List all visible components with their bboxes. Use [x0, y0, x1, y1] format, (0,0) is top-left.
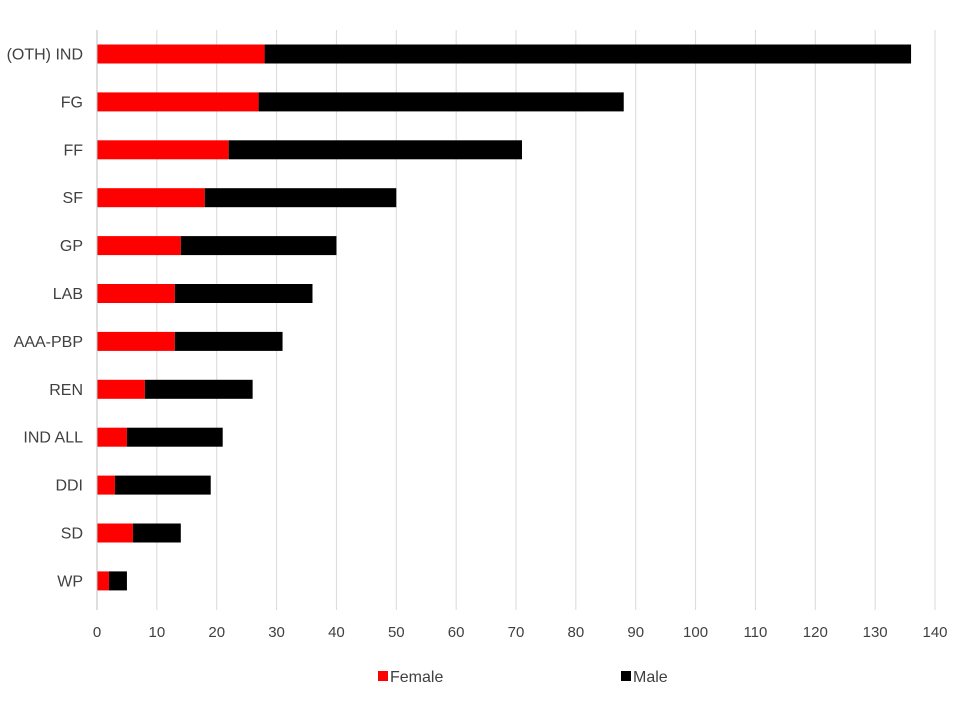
category-label: SF	[63, 190, 84, 207]
bar-female-10	[97, 475, 115, 495]
bar-male-8	[144, 379, 253, 399]
bar-male-10	[114, 475, 211, 495]
category-label: FG	[61, 94, 83, 111]
bar-female-5	[97, 236, 181, 256]
bar-female-12	[97, 571, 109, 591]
bar-female-11	[97, 523, 133, 543]
legend-label-female: Female	[390, 669, 443, 686]
x-tick-label: 110	[743, 624, 767, 641]
x-tick-label: 90	[627, 624, 644, 641]
legend-swatch-male	[621, 671, 631, 681]
bar-female-2	[97, 92, 259, 112]
x-tick-label: 50	[388, 624, 405, 641]
x-tick-label: 140	[922, 624, 947, 641]
category-label: DDI	[55, 478, 83, 495]
legend-label-male: Male	[633, 669, 668, 686]
bar-male-6	[174, 284, 313, 303]
bar-male-11	[132, 523, 181, 543]
x-tick-label: 70	[508, 624, 525, 641]
bar-male-5	[180, 236, 337, 256]
legend-swatch-female	[378, 671, 388, 681]
bar-female-9	[97, 427, 127, 447]
category-label: AAA-PBP	[14, 334, 83, 351]
category-label: SD	[61, 526, 83, 543]
bar-female-1	[97, 44, 265, 64]
x-tick-label: 120	[803, 624, 828, 641]
bar-male-1	[264, 44, 912, 64]
bar-female-7	[97, 331, 175, 351]
x-tick-label: 30	[268, 624, 285, 641]
x-tick-label: 10	[149, 624, 166, 641]
x-tick-label: 60	[448, 624, 465, 641]
x-tick-label: 80	[568, 624, 585, 641]
bar-female-8	[97, 379, 145, 399]
category-label: REN	[49, 382, 83, 399]
x-tick-label: 20	[208, 624, 225, 641]
category-label: FF	[63, 142, 83, 159]
category-label: LAB	[53, 286, 83, 303]
category-label: WP	[57, 573, 83, 590]
x-tick-label: 0	[93, 624, 101, 641]
bar-male-9	[126, 427, 223, 447]
x-tick-label: 40	[328, 624, 345, 641]
x-tick-label: 130	[863, 624, 888, 641]
x-tick-label: 100	[683, 624, 708, 641]
bar-female-3	[97, 140, 229, 160]
category-label: (OTH) IND	[7, 47, 83, 64]
category-label: GP	[60, 238, 83, 255]
bar-female-6	[97, 284, 175, 303]
bar-male-2	[258, 92, 624, 112]
bar-female-4	[97, 188, 205, 208]
bar-male-12	[108, 571, 127, 591]
bar-male-7	[174, 331, 283, 351]
bar-male-3	[228, 140, 522, 160]
bar-male-4	[204, 188, 397, 208]
category-label: IND ALL	[23, 430, 83, 447]
